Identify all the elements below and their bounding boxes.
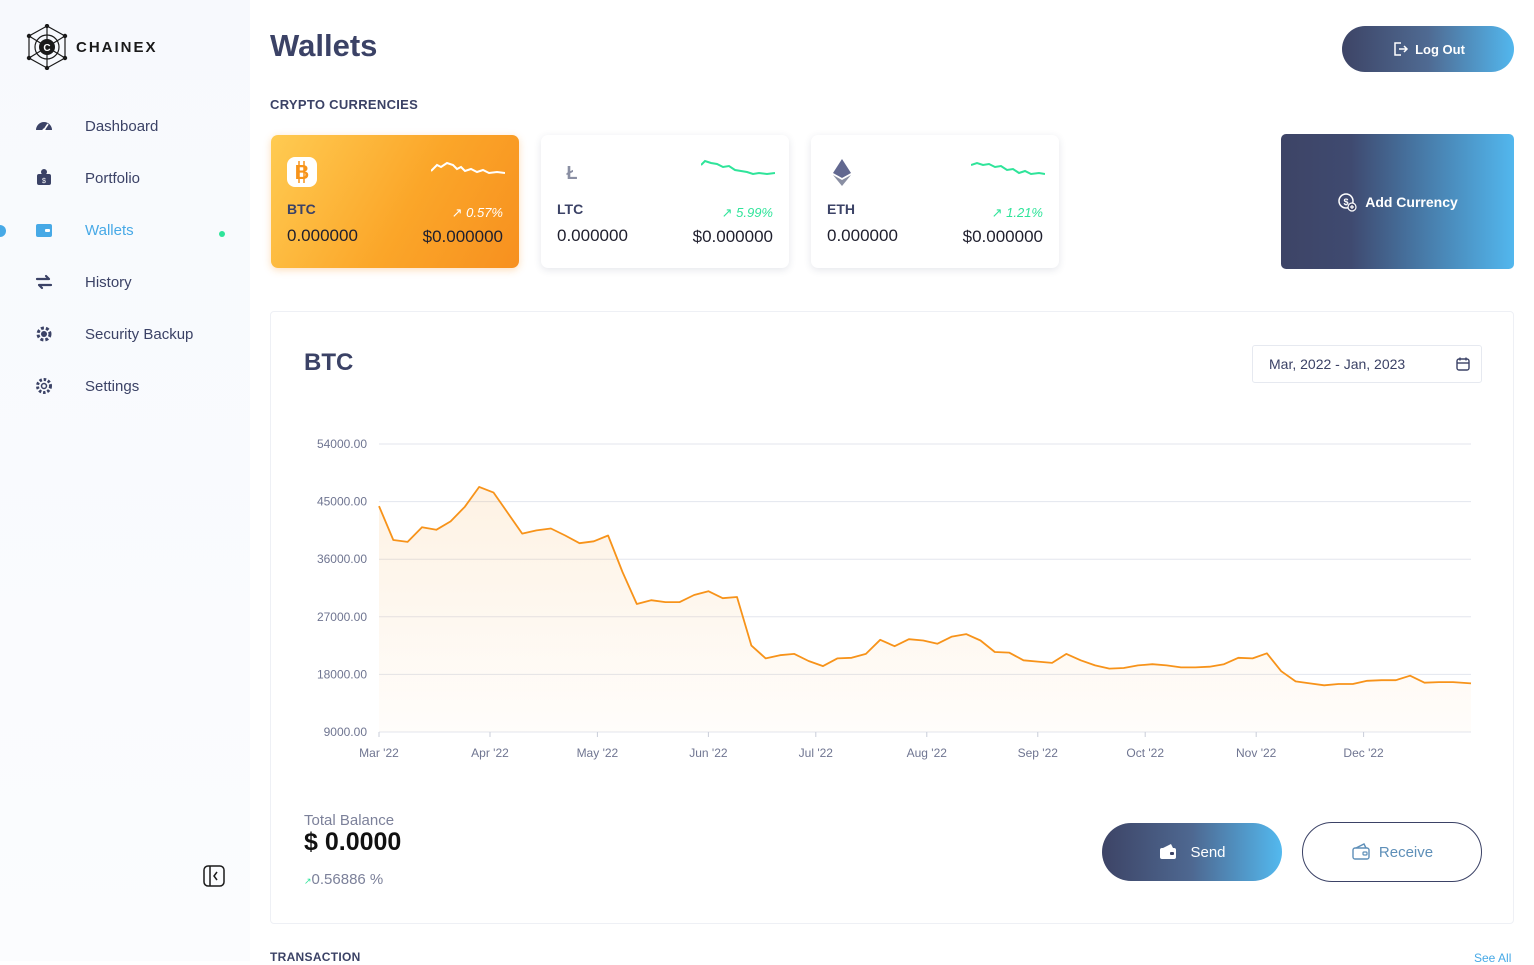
y-tick-label: 45000.00: [317, 495, 367, 509]
sidebar-item-label: Portfolio: [85, 169, 141, 187]
x-tick-label: Jul '22: [799, 746, 834, 760]
trend-up-icon: ↗: [304, 876, 312, 886]
x-tick-label: Nov '22: [1236, 746, 1277, 760]
y-tick-label: 18000.00: [317, 667, 367, 681]
ethereum-icon: [833, 159, 851, 186]
send-button[interactable]: Send: [1102, 823, 1282, 881]
x-tick-label: Dec '22: [1343, 746, 1384, 760]
ltc-sparkline: [701, 159, 775, 176]
receive-button[interactable]: Receive: [1302, 822, 1482, 882]
sidebar: C CHAINEX Dashboard $ Portfolio Wallets: [0, 0, 250, 961]
add-currency-button[interactable]: $ Add Currency: [1281, 134, 1514, 269]
svg-text:B: B: [295, 162, 309, 184]
sidebar-item-dashboard[interactable]: Dashboard: [0, 100, 250, 152]
series-area: [379, 486, 1471, 732]
active-dot: [219, 231, 225, 237]
btc-price-chart: 54000.00 45000.00 36000.00 27000.00 18000.00…: [317, 437, 1472, 760]
currency-amount: 0.000000: [557, 226, 628, 245]
currency-card-ltc[interactable]: Ł LTC ↗ 5.99% 0.000000 $0.000000: [541, 135, 789, 268]
x-tick-label: Jun '22: [689, 746, 728, 760]
swap-arrows-icon: [34, 272, 54, 292]
balance-change: ↗0.56886 %: [304, 871, 384, 888]
total-balance-value: $ 0.0000: [304, 828, 402, 856]
currency-amount: 0.000000: [827, 226, 898, 245]
svg-text:Ł: Ł: [567, 163, 578, 183]
y-tick-label: 36000.00: [317, 552, 367, 566]
sidebar-nav: Dashboard $ Portfolio Wallets History: [0, 100, 250, 412]
sidebar-item-portfolio[interactable]: $ Portfolio: [0, 152, 250, 204]
send-label: Send: [1190, 843, 1226, 861]
wallet-icon: [34, 220, 54, 240]
currency-usd-value: $0.000000: [692, 227, 773, 246]
add-currency-label: Add Currency: [1365, 193, 1458, 210]
currency-usd-value: $0.000000: [962, 227, 1043, 246]
currency-card-eth[interactable]: ETH ↗ 1.21% 0.000000 $0.000000: [811, 135, 1059, 268]
chart-panel: BTC Mar, 2022 - Jan, 2023 54000.00 45000.…: [270, 311, 1514, 924]
currency-amount: 0.000000: [287, 226, 358, 245]
svg-text:$: $: [1344, 197, 1349, 207]
currency-usd-value: $0.000000: [422, 227, 503, 246]
x-tick-label: Apr '22: [471, 746, 509, 760]
y-tick-label: 27000.00: [317, 610, 367, 624]
x-tick-label: Mar '22: [359, 746, 399, 760]
currency-symbol: BTC: [287, 201, 316, 217]
brand-name: CHAINEX: [76, 38, 158, 56]
sidebar-item-security-backup[interactable]: Security Backup: [0, 308, 250, 360]
sidebar-item-label: Dashboard: [85, 117, 159, 135]
see-all-link[interactable]: See All: [1474, 951, 1512, 965]
x-tick-label: May '22: [577, 746, 619, 760]
collapse-sidebar-icon[interactable]: [202, 864, 226, 888]
x-tick-label: Oct '22: [1126, 746, 1164, 760]
security-gear-icon: [34, 324, 54, 344]
btc-sparkline: [431, 161, 505, 175]
crypto-section-title: CRYPTO CURRENCIES: [270, 97, 419, 112]
sidebar-item-label: Settings: [85, 377, 140, 395]
currency-change: ↗ 0.57%: [451, 205, 503, 220]
page-title: Wallets: [270, 28, 378, 63]
sidebar-item-label: History: [85, 273, 132, 291]
litecoin-icon: Ł: [567, 163, 578, 183]
currency-card-btc[interactable]: B BTC ↗ 0.57% 0.000000 $0.000000: [271, 135, 519, 268]
x-tick-label: Aug '22: [907, 746, 948, 760]
sidebar-item-settings[interactable]: Settings: [0, 360, 250, 412]
send-wallet-icon: [1160, 844, 1177, 859]
x-tick-label: Sep '22: [1018, 746, 1059, 760]
bitcoin-icon: B: [287, 157, 317, 187]
active-indicator: [0, 225, 6, 237]
add-coin-icon: $: [1338, 192, 1357, 212]
receive-label: Receive: [1378, 843, 1434, 861]
brand-logo[interactable]: C CHAINEX: [24, 24, 158, 70]
y-tick-label: 9000.00: [324, 725, 368, 739]
portfolio-coins-icon: $: [34, 168, 54, 188]
eth-sparkline: [971, 161, 1045, 176]
logout-button[interactable]: Log Out: [1342, 26, 1514, 72]
svg-text:C: C: [43, 43, 50, 54]
receive-wallet-icon: [1352, 843, 1370, 860]
currency-change: ↗ 5.99%: [721, 205, 773, 220]
dashboard-gauge-icon: [34, 116, 54, 136]
sidebar-item-label: Wallets: [85, 221, 134, 239]
logout-label: Log Out: [1415, 41, 1465, 57]
date-range-value: Mar, 2022 - Jan, 2023: [1269, 356, 1406, 372]
svg-text:$: $: [42, 178, 46, 185]
sidebar-item-history[interactable]: History: [0, 256, 250, 308]
y-tick-label: 54000.00: [317, 437, 367, 451]
sidebar-item-label: Security Backup: [85, 325, 194, 343]
date-range-picker[interactable]: Mar, 2022 - Jan, 2023: [1252, 345, 1482, 383]
settings-gear-icon: [34, 376, 54, 396]
currency-symbol: ETH: [827, 201, 855, 217]
chainex-logo-icon: C: [26, 24, 68, 70]
currency-change: ↗ 1.21%: [991, 205, 1043, 220]
logout-icon: [1394, 42, 1409, 56]
currency-symbol: LTC: [557, 201, 584, 217]
calendar-icon: [1456, 357, 1470, 371]
transactions-title: TRANSACTION: [270, 950, 361, 964]
sidebar-item-wallets[interactable]: Wallets: [0, 204, 250, 256]
series-line: [378, 486, 1472, 687]
total-balance-label: Total Balance: [304, 812, 395, 829]
chart-title: BTC: [304, 349, 354, 376]
